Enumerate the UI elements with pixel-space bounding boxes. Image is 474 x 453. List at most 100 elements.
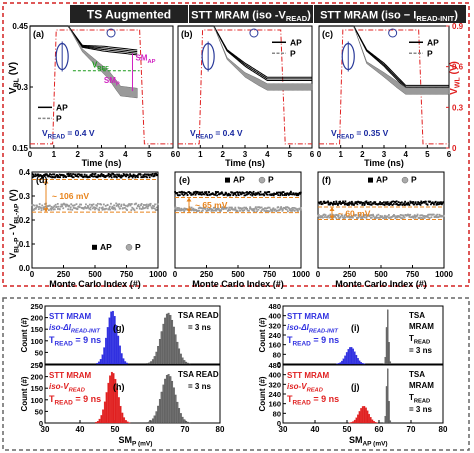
- wordline-pulse: [319, 29, 449, 145]
- data-point-P: [416, 213, 419, 216]
- y-tick-label: 480: [268, 361, 281, 370]
- data-point-P: [246, 207, 249, 210]
- data-point-AP: [59, 176, 62, 179]
- histogram-bar-red: [371, 419, 374, 424]
- data-point-P: [370, 216, 373, 219]
- histogram-bar-red: [361, 406, 364, 424]
- legend-swatch-ap: [368, 177, 373, 183]
- histogram-bar-blue: [352, 348, 354, 365]
- data-point-AP: [277, 194, 280, 196]
- y-tick-label: 250: [30, 302, 43, 311]
- histogram-bar-gray: [169, 315, 172, 365]
- data-point-P: [338, 217, 341, 220]
- data-point-P: [319, 215, 322, 217]
- data-point-P: [101, 206, 104, 209]
- data-point-P: [96, 204, 98, 207]
- iso-label-part: READ: [307, 388, 323, 394]
- data-point-P: [149, 202, 152, 205]
- data-point-P: [223, 206, 226, 209]
- data-point-P: [246, 209, 249, 212]
- data-point-P: [175, 209, 178, 212]
- data-point-P: [282, 206, 285, 209]
- sm-ap-label-part: SM: [135, 54, 147, 63]
- x-tick-label: 80: [216, 425, 225, 434]
- panel-f-scatter: 0 250 500 750 1000 Monte Carlo Index (#) ~ 60 …: [316, 171, 453, 289]
- y-tick-label: 0: [277, 360, 281, 369]
- data-point-AP: [372, 202, 374, 205]
- data-point-P: [90, 203, 93, 206]
- series-band-P: [67, 25, 138, 99]
- data-point-AP: [68, 173, 71, 176]
- data-point-AP: [388, 203, 391, 205]
- data-point-P: [155, 206, 158, 209]
- data-point-P: [394, 216, 397, 219]
- data-point-P: [357, 214, 360, 217]
- data-point-AP: [285, 194, 288, 197]
- data-point-P: [58, 208, 61, 211]
- data-point-P: [233, 208, 236, 211]
- data-point-P: [293, 207, 295, 209]
- vread-label: VREAD = 0.4 V: [190, 128, 243, 141]
- data-point-P: [343, 214, 346, 217]
- y-tick-label: 250: [30, 361, 43, 370]
- data-point-P: [50, 208, 53, 211]
- vread-label-part: = 0.35 V: [354, 128, 389, 138]
- data-point-P: [196, 209, 199, 212]
- data-point-P: [195, 209, 198, 211]
- title-b: STT MRAM (iso -VREAD): [191, 10, 311, 24]
- y-tick-label: 0: [277, 419, 281, 428]
- data-point-AP: [430, 203, 432, 206]
- data-point-AP: [346, 204, 349, 206]
- data-point-P: [273, 209, 276, 212]
- histogram-bar-gray: [181, 416, 184, 424]
- data-point-P: [130, 209, 133, 211]
- data-point-AP: [69, 173, 72, 175]
- data-point-P: [40, 209, 43, 211]
- data-point-AP: [74, 173, 77, 176]
- data-point-AP: [426, 203, 429, 206]
- data-point-P: [63, 203, 66, 206]
- data-point-AP: [229, 193, 232, 196]
- data-point-AP: [43, 175, 46, 177]
- data-point-AP: [281, 192, 283, 195]
- data-point-AP: [394, 201, 397, 204]
- data-point-P: [411, 215, 414, 218]
- data-point-AP: [113, 175, 115, 178]
- x-tick-label: 250: [343, 270, 357, 279]
- data-point-P: [192, 207, 195, 210]
- data-point-AP: [367, 201, 370, 204]
- data-point-P: [279, 208, 281, 211]
- data-point-AP: [100, 173, 103, 175]
- data-point-P: [259, 206, 261, 209]
- data-point-AP: [95, 176, 98, 179]
- data-point-P: [216, 207, 219, 210]
- data-point-P: [243, 209, 246, 211]
- data-point-P: [176, 208, 179, 211]
- data-point-P: [32, 209, 35, 211]
- vread-label-part: READ: [48, 134, 66, 141]
- data-point-P: [84, 206, 87, 208]
- data-point-P: [135, 202, 138, 205]
- data-point-AP: [243, 192, 245, 194]
- data-point-AP: [409, 200, 412, 203]
- t-read-label: TREAD = 9 ns: [49, 335, 101, 348]
- y-tick-label: 150: [30, 325, 43, 334]
- data-point-AP: [181, 191, 184, 194]
- data-point-AP: [358, 201, 360, 204]
- legend-label-ap: AP: [427, 37, 439, 47]
- data-point-AP: [200, 193, 203, 196]
- data-point-P: [129, 203, 132, 206]
- data-point-P: [360, 216, 363, 218]
- data-point-P: [344, 216, 347, 219]
- data-point-P: [428, 217, 431, 220]
- data-point-P: [193, 208, 196, 211]
- data-point-AP: [297, 194, 300, 197]
- data-point-AP: [132, 175, 135, 178]
- data-point-AP: [263, 194, 266, 197]
- data-point-P: [174, 206, 177, 209]
- data-point-P: [342, 217, 345, 220]
- data-point-AP: [240, 193, 243, 196]
- data-point-P: [71, 208, 74, 211]
- data-point-AP: [439, 202, 442, 205]
- data-point-AP: [72, 173, 74, 175]
